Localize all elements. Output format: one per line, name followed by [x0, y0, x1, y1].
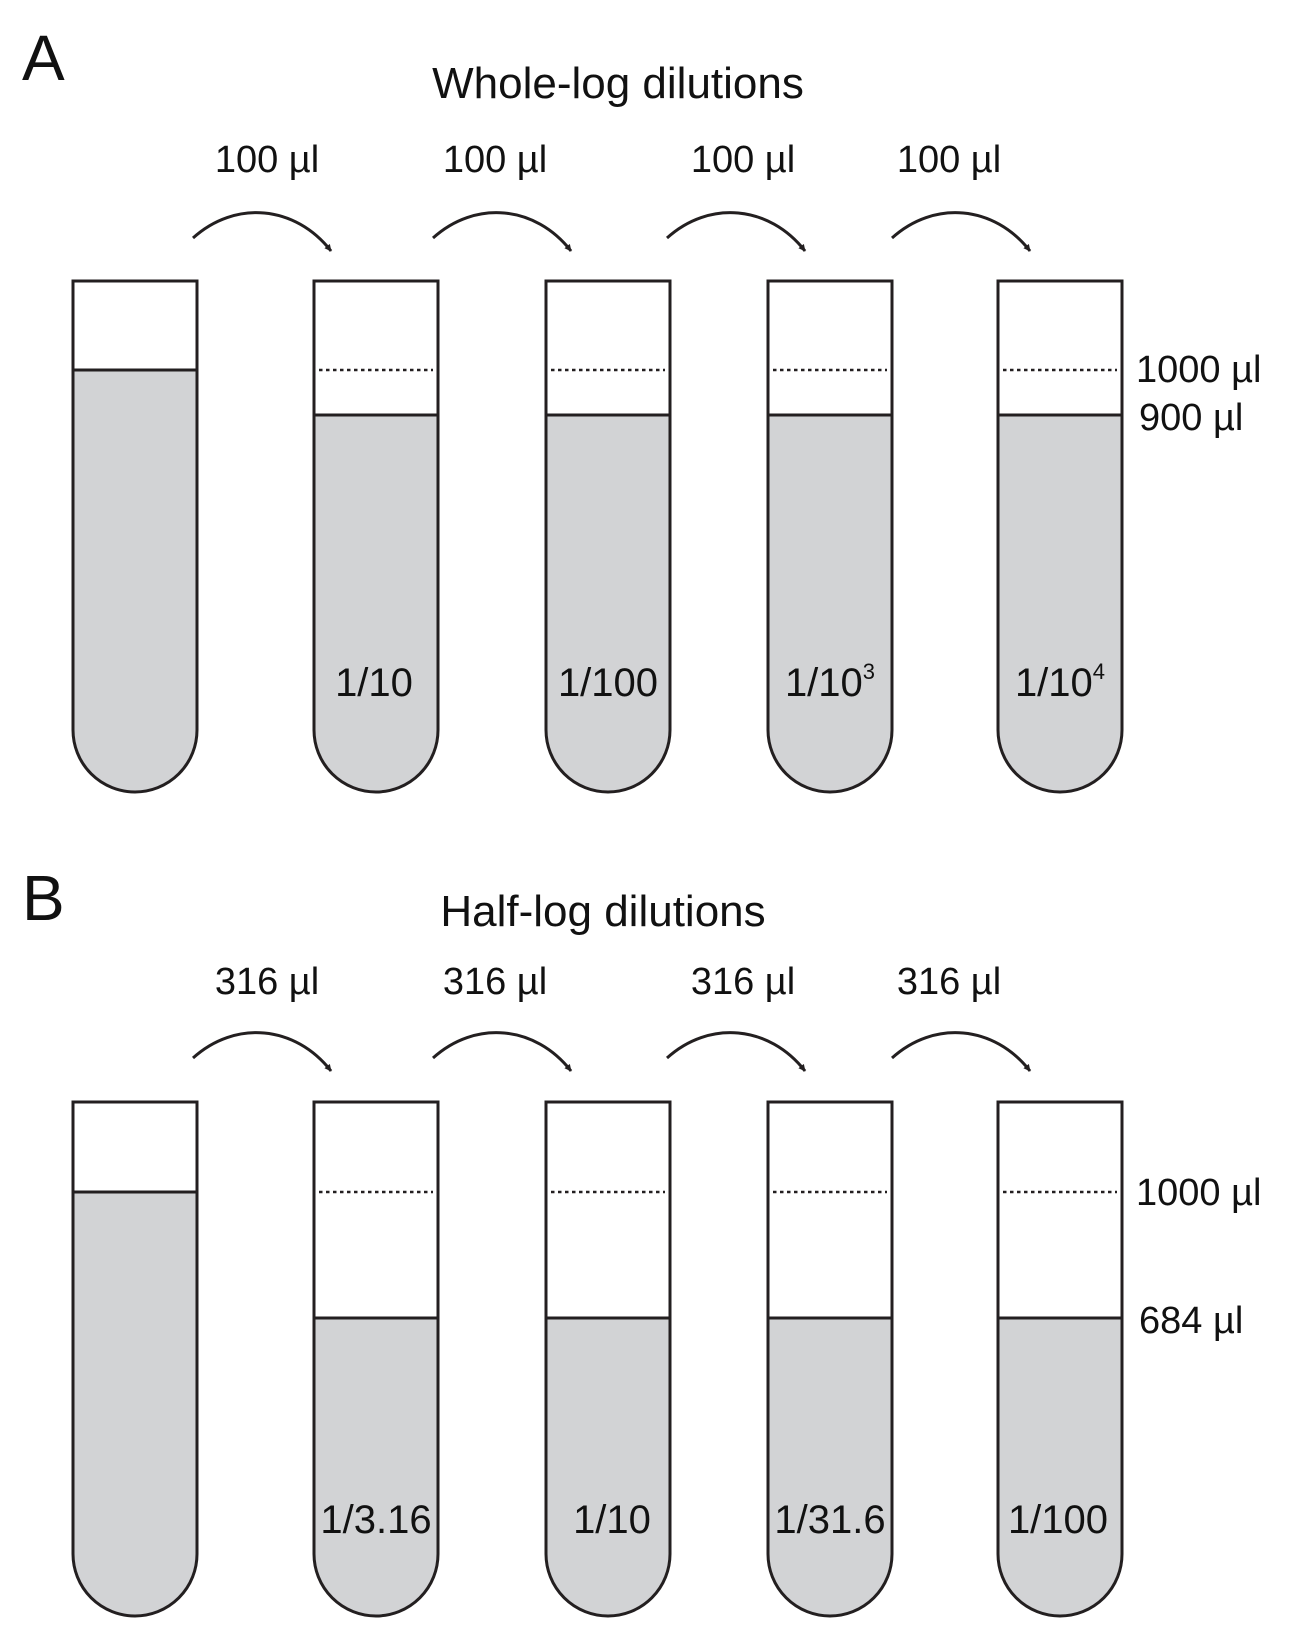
- panel-a-tube-1-outline: [312, 279, 440, 794]
- panel-a-transfer-arrow-1: [191, 211, 333, 252]
- panel-a-transfer-arrow-2: [431, 211, 573, 252]
- panel-a-dilution-tube-2: 1/100: [544, 279, 672, 794]
- panel-b-tube-3-dilution-label: 1/31.6: [774, 1498, 885, 1542]
- panel-b-transfer-arrow-1: [191, 1031, 333, 1072]
- panel-b-tube-4-outline: [996, 1100, 1124, 1618]
- panel-b-transfer-label-3: 316 µl: [691, 961, 795, 1003]
- panel-a-transfer-label-1: 100 µl: [215, 139, 319, 181]
- panel-a-tube-3-liquid: [768, 415, 892, 792]
- panel-b-transfer-label-4: 316 µl: [897, 961, 1001, 1003]
- panel-b-stock-tube-outline: [71, 1100, 199, 1618]
- panel-b-transfer-arrows: [191, 1031, 1032, 1072]
- panel-a-stock-tube-outline: [71, 279, 199, 794]
- panel-a-tube-3-outline: [766, 279, 894, 794]
- panel-b-stock-tube: [71, 1100, 199, 1618]
- panel-a-tube-1-dilution-label: 1/10: [335, 661, 413, 705]
- panel-a-dilution-tube-3: 1/103: [766, 279, 894, 794]
- panel-b-transfer-arrow-3: [665, 1031, 807, 1072]
- panel-a-transfer-arrows: [191, 211, 1032, 252]
- panel-b-title: Half-log dilutions: [440, 887, 765, 936]
- panel-a: A Whole-log dilutions 100 µl 100 µl 100 …: [22, 22, 1261, 794]
- panel-b-transfer-label-2: 316 µl: [443, 961, 547, 1003]
- panel-b-dilution-tube-2: 1/10: [544, 1100, 672, 1618]
- panel-b-stock-tube-liquid: [73, 1192, 197, 1616]
- panel-b-tube-1-dilution-label: 1/3.16: [320, 1498, 431, 1542]
- panel-b-tube-1-outline: [312, 1100, 440, 1618]
- panel-b-tube-4-liquid: [998, 1318, 1122, 1616]
- panel-a-dilution-tube-4: 1/104: [996, 279, 1124, 794]
- panel-a-tube-2-dilution-label: 1/100: [558, 661, 658, 705]
- panel-b-tube-4-dilution-label: 1/100: [1008, 1498, 1108, 1542]
- panel-a-tube-2-outline: [544, 279, 672, 794]
- panel-a-volume-label-lower: 900 µl: [1139, 397, 1243, 439]
- panel-b-volume-label-lower: 684 µl: [1139, 1300, 1243, 1342]
- panel-a-tube-4-dilution-label: 1/104: [1015, 659, 1105, 705]
- panel-b-volume-label-upper: 1000 µl: [1136, 1172, 1261, 1214]
- panel-a-dilution-tube-1: 1/10: [312, 279, 440, 794]
- panel-a-transfer-arrow-3: [665, 211, 807, 252]
- panel-b-letter: B: [22, 862, 65, 934]
- panel-b-transfer-arrow-2: [431, 1031, 573, 1072]
- panel-b-tube-1-liquid: [314, 1318, 438, 1616]
- panel-b-dilution-tube-3: 1/31.6: [766, 1100, 894, 1618]
- panel-a-tube-4-outline: [996, 279, 1124, 794]
- panel-a-letter: A: [22, 22, 65, 94]
- panel-b-dilution-tube-4: 1/100: [996, 1100, 1124, 1618]
- panel-b-dilution-tube-1: 1/3.16: [312, 1100, 440, 1618]
- panel-b: B Half-log dilutions 316 µl 316 µl 316 µ…: [22, 862, 1261, 1618]
- panel-a-stock-tube-liquid: [73, 370, 197, 792]
- panel-b-tube-3-outline: [766, 1100, 894, 1618]
- panel-b-transfer-arrow-4: [890, 1031, 1032, 1072]
- panel-a-stock-tube: [71, 279, 199, 794]
- panel-a-transfer-label-4: 100 µl: [897, 139, 1001, 181]
- panel-a-title: Whole-log dilutions: [432, 59, 804, 108]
- panel-a-transfer-labels: 100 µl 100 µl 100 µl 100 µl: [215, 139, 1001, 181]
- panel-a-volume-label-upper: 1000 µl: [1136, 349, 1261, 391]
- panel-a-transfer-arrow-4: [890, 211, 1032, 252]
- panel-a-tube-2-liquid: [546, 415, 670, 792]
- panel-b-tube-2-liquid: [546, 1318, 670, 1616]
- panel-a-tube-4-liquid: [998, 415, 1122, 792]
- panel-b-transfer-label-1: 316 µl: [215, 961, 319, 1003]
- panel-b-transfer-labels: 316 µl 316 µl 316 µl 316 µl: [215, 961, 1001, 1003]
- panel-a-transfer-label-3: 100 µl: [691, 139, 795, 181]
- panel-b-tube-2-dilution-label: 1/10: [573, 1498, 651, 1542]
- panel-b-tube-3-liquid: [768, 1318, 892, 1616]
- panel-b-tube-2-outline: [544, 1100, 672, 1618]
- panel-a-tube-1-liquid: [314, 415, 438, 792]
- panel-a-tube-3-dilution-label: 1/103: [785, 659, 875, 705]
- panel-a-transfer-label-2: 100 µl: [443, 139, 547, 181]
